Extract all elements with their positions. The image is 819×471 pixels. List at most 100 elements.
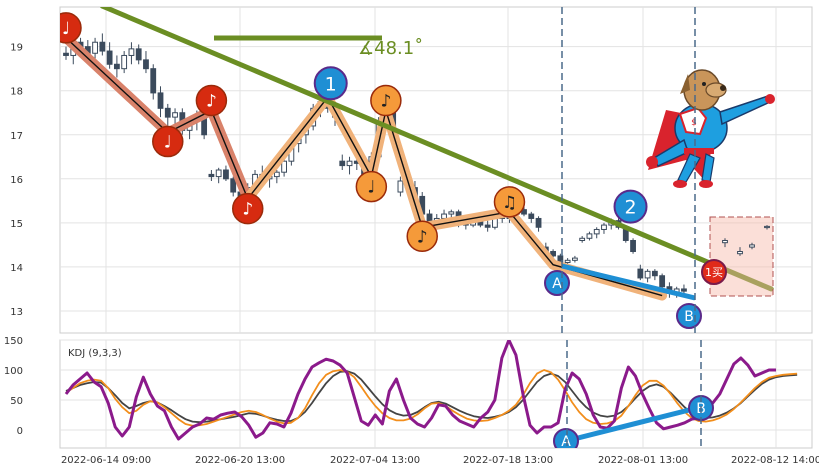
candle-body [630, 239, 636, 252]
candle-body [601, 224, 607, 230]
note-marker-glyph: ♪ [417, 227, 428, 247]
candle-body [223, 169, 229, 180]
candle-body [737, 251, 743, 255]
buy-signal-marker [701, 259, 727, 285]
candle-body [397, 180, 404, 193]
candle-body [579, 237, 586, 241]
note-marker-glyph: ♩ [164, 133, 172, 153]
x-tick-label: 2022-08-01 13:00 [598, 455, 688, 466]
candle-body [586, 233, 593, 239]
note-marker [152, 125, 184, 158]
y-tick-label: 0 [17, 426, 23, 437]
candle-body [528, 213, 535, 219]
note-marker [493, 186, 526, 218]
candle-body [172, 112, 178, 118]
date-x-axis: 2022-06-14 09:00 2022-06-20 13:00 2022-07-… [61, 455, 819, 466]
note-marker [60, 12, 82, 44]
zone-candles [722, 225, 770, 256]
candle-body [135, 48, 142, 61]
numbered-marker-label: 1 [325, 73, 337, 95]
y-tick-label: 100 [4, 366, 23, 377]
candle-body [681, 288, 687, 292]
note-marker [232, 192, 264, 225]
y-tick-label: 13 [10, 307, 23, 318]
candle-body [346, 160, 353, 167]
candle-body [550, 251, 556, 257]
kdj-lines [64, 340, 798, 441]
buy-signal-label: 1买 [705, 266, 723, 279]
candle-body [637, 268, 644, 279]
candle-body [572, 257, 578, 261]
candle-body [764, 225, 770, 229]
candle-body [113, 63, 120, 70]
x-tick-label: 2022-06-20 13:00 [195, 455, 285, 466]
y-tick-label: 16 [10, 175, 23, 186]
y-tick-label: 19 [10, 43, 23, 54]
candle-body [164, 107, 171, 118]
candle-body [448, 211, 455, 215]
candle-body [339, 160, 346, 167]
kdj-series-line [64, 340, 777, 441]
note-marker [355, 170, 388, 203]
note-marker [406, 220, 438, 253]
candle-body [208, 173, 215, 178]
candle-body [63, 52, 69, 56]
candle-body [157, 92, 164, 109]
price-y-axis: 13 14 15 16 17 18 19 [10, 43, 23, 318]
candle-body [659, 275, 666, 288]
note-marker-glyph: ♫ [502, 193, 517, 213]
candle-body [215, 169, 222, 178]
numbered-marker [613, 189, 648, 224]
note-marker-glyph: ♪ [206, 92, 217, 112]
candle-body [128, 48, 135, 56]
candle-body [484, 224, 491, 228]
note-marker-glyph: ♩ [367, 178, 375, 198]
kdj-title: KDJ (9,3,3) [68, 348, 122, 359]
y-tick-label: 150 [4, 336, 23, 347]
divergence-line-price [561, 263, 696, 301]
y-tick-label: 17 [10, 131, 23, 142]
candle-body [230, 178, 237, 193]
x-tick-label: 2022-08-12 14:00 [731, 455, 819, 466]
divergence-marker-label: A [552, 276, 562, 292]
y-tick-label: 18 [10, 87, 23, 98]
buy-zone-box [709, 216, 774, 297]
svg-text:$: $ [691, 118, 697, 128]
note-marker-glyph: ♪ [380, 92, 391, 112]
candle-body [143, 59, 149, 70]
candle-body [92, 41, 98, 54]
divergence-line-kdj [565, 404, 702, 444]
angle-label: ∡48.1˚ [358, 38, 423, 59]
x-tick-label: 2022-06-14 09:00 [61, 455, 151, 466]
x-tick-label: 2022-07-18 13:00 [463, 455, 553, 466]
candle-body [535, 217, 542, 228]
candle-body [644, 270, 651, 279]
candle-body [651, 270, 658, 277]
candle-body [564, 259, 571, 264]
note-marker-glyph: ♩ [62, 19, 70, 39]
y-tick-label: 14 [10, 263, 23, 274]
divergence-marker [544, 270, 570, 296]
note-marker [195, 84, 228, 117]
candle-body [441, 213, 447, 219]
candle-body [273, 171, 280, 178]
x-tick-label: 2022-07-04 13:00 [330, 455, 420, 466]
kdj-divergence-marker-label: A [561, 434, 571, 450]
candle-body [106, 50, 113, 65]
note-marker-glyph: ♪ [242, 200, 253, 220]
markers: ♩ ♩ ♪ ♪ ♩ ♪ ♪ ♫ 1 2 A B 1买 [60, 12, 727, 329]
kdj-series-line [65, 369, 798, 427]
kdj-y-axis: 0 50 100 150 [4, 336, 23, 437]
candle-body [150, 68, 157, 94]
y-tick-label: 50 [10, 396, 23, 407]
kdj-divergence-marker [553, 428, 579, 448]
numbered-marker [313, 66, 348, 101]
note-marker [370, 84, 402, 117]
candle-body [722, 239, 728, 244]
superhero-dog-mascot: $ [646, 69, 775, 188]
candle-body [99, 41, 106, 52]
candle-body [121, 54, 128, 70]
candle-body [749, 244, 755, 248]
y-tick-label: 15 [10, 219, 23, 230]
